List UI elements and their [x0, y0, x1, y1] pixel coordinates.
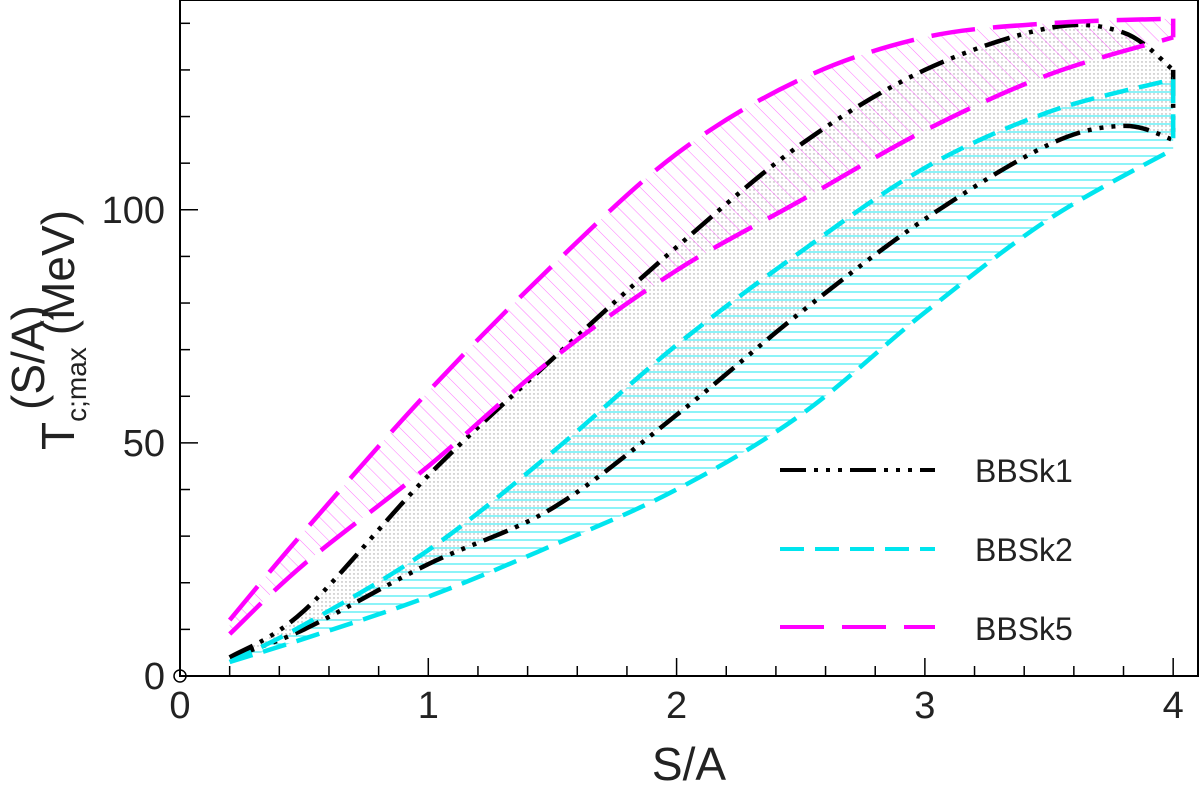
y-axis-title-subscript: c;max — [61, 347, 92, 422]
x-axis-title: S/A — [652, 738, 726, 785]
origin-marker — [173, 669, 187, 683]
uncertainty-bands — [229, 18, 1174, 663]
curve-bbsk1-lower — [228, 123, 1174, 660]
band-bbsk5 — [229, 18, 1174, 635]
x-tick-label: 1 — [418, 685, 439, 727]
curve-bbsk1-upper — [228, 22, 1175, 660]
y-axis-title: Tc;max (MeV) (S/A) — [2, 210, 92, 450]
y-axis-title-unit: (MeV) — [32, 210, 84, 335]
band-bbsk2 — [229, 79, 1174, 663]
x-tick-label: 0 — [169, 685, 190, 727]
curve-bbsk2-upper — [228, 77, 1174, 665]
y-axis-title-superscript: (S/A) — [2, 305, 54, 410]
legend-label-bbsk2: BBSk2 — [975, 532, 1073, 568]
series-curves — [227, 16, 1176, 665]
y-tick-label: 100 — [102, 190, 165, 232]
x-tick-label: 3 — [914, 685, 935, 727]
x-tick-label: 4 — [1163, 685, 1184, 727]
legend-label-bbsk1: BBSk1 — [975, 453, 1073, 489]
y-axis-title-main: T — [32, 422, 84, 450]
plot-frame — [179, 0, 1199, 677]
curve-bbsk5-lower — [228, 35, 1174, 636]
y-tick-label: 0 — [144, 656, 165, 698]
legend-label-bbsk5: BBSk5 — [975, 611, 1073, 647]
curve-bbsk5-upper — [227, 16, 1174, 622]
y-tick-label: 50 — [123, 423, 165, 465]
curve-bbsk2-lower — [229, 147, 1175, 665]
x-tick-label: 2 — [666, 685, 687, 727]
axis-ticks: 0 1 2 3 4 0 50 100 — [102, 22, 1184, 727]
legend: BBSk1 BBSk2 BBSk5 — [780, 453, 1073, 647]
svg-text:Tc;max(MeV): Tc;max (MeV) — [32, 210, 92, 450]
